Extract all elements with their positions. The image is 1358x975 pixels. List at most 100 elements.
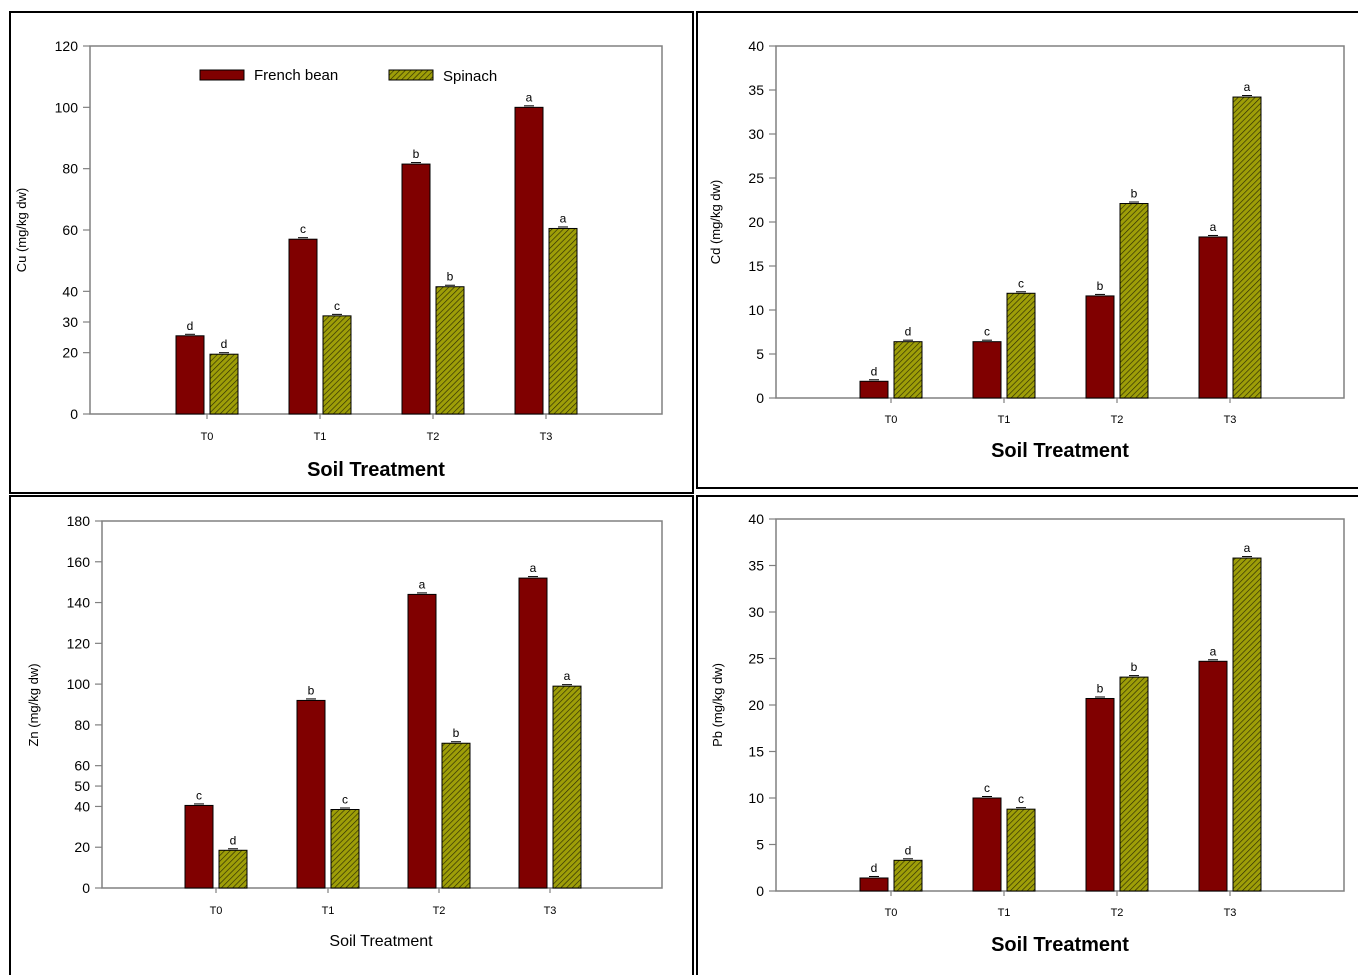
y-tick-label: 30 bbox=[748, 604, 764, 620]
significance-label: c bbox=[984, 325, 990, 339]
x-tick-label: T1 bbox=[314, 431, 327, 443]
y-tick-label: 10 bbox=[748, 790, 764, 806]
y-tick-label: 35 bbox=[748, 82, 764, 98]
bar-spinach bbox=[1232, 96, 1262, 399]
x-tick-label: T2 bbox=[1111, 907, 1124, 919]
y-axis-label: Pb (mg/kg dw) bbox=[710, 663, 725, 747]
significance-label: a bbox=[560, 211, 567, 225]
y-tick-label: 10 bbox=[748, 302, 764, 318]
chart-cu: Cu (mg/kg dw) Soil Treatment 0 20 30 40 60 80… bbox=[14, 38, 663, 481]
x-tick-label: T0 bbox=[210, 905, 223, 917]
bar-french-bean bbox=[859, 380, 889, 399]
significance-label: a bbox=[1244, 80, 1251, 94]
significance-label: b bbox=[1131, 187, 1138, 201]
y-tick-label: 40 bbox=[748, 511, 764, 527]
significance-label: a bbox=[1210, 644, 1217, 658]
significance-label: d bbox=[905, 325, 912, 339]
y-tick-label: 120 bbox=[67, 635, 91, 651]
chart-zn: Zn (mg/kg dw) Soil Treatment 0 20 40 50 60 80… bbox=[26, 513, 663, 950]
significance-label: c bbox=[984, 781, 990, 795]
bar-french-bean bbox=[514, 106, 544, 415]
y-tick-label: 80 bbox=[62, 161, 78, 177]
y-tick-label: 35 bbox=[748, 558, 764, 574]
y-tick-label: 15 bbox=[748, 744, 764, 760]
bar-french-bean bbox=[407, 593, 437, 889]
x-axis-label: Soil Treatment bbox=[991, 934, 1129, 956]
significance-label: b bbox=[453, 726, 460, 740]
y-axis-label: Zn (mg/kg dw) bbox=[26, 663, 41, 746]
y-tick-label: 20 bbox=[748, 214, 764, 230]
y-tick-label: 20 bbox=[62, 345, 78, 361]
significance-label: a bbox=[419, 577, 426, 591]
x-tick-label: T0 bbox=[885, 907, 898, 919]
x-tick-label: T1 bbox=[322, 905, 335, 917]
significance-label: c bbox=[342, 793, 348, 807]
legend-label-spinach: Spinach bbox=[443, 68, 497, 85]
bar-french-bean bbox=[859, 877, 889, 892]
significance-label: b bbox=[447, 270, 454, 284]
y-tick-label: 30 bbox=[748, 126, 764, 142]
y-tick-label: 5 bbox=[756, 837, 764, 853]
significance-label: d bbox=[871, 861, 878, 875]
legend-swatch-spinach bbox=[388, 69, 434, 81]
bar-french-bean bbox=[1198, 236, 1228, 399]
significance-label: a bbox=[564, 669, 571, 683]
bar-spinach bbox=[548, 227, 578, 415]
significance-label: c bbox=[1018, 792, 1024, 806]
significance-label: b bbox=[1097, 681, 1104, 695]
y-tick-label: 80 bbox=[74, 717, 90, 733]
y-tick-label: 50 bbox=[74, 778, 90, 794]
x-tick-label: T3 bbox=[1224, 414, 1237, 426]
x-tick-label: T2 bbox=[433, 905, 446, 917]
bar-french-bean bbox=[175, 335, 205, 415]
y-tick-label: 40 bbox=[74, 798, 90, 814]
y-tick-label: 180 bbox=[67, 513, 91, 529]
bar-french-bean bbox=[972, 341, 1002, 399]
plot-area bbox=[101, 520, 663, 889]
y-tick-label: 100 bbox=[67, 676, 91, 692]
y-tick-label: 40 bbox=[748, 38, 764, 54]
legend-label-french-bean: French bean bbox=[254, 67, 338, 84]
bar-french-bean bbox=[1085, 697, 1115, 892]
bar-spinach bbox=[322, 315, 352, 415]
significance-label: a bbox=[1210, 220, 1217, 234]
significance-label: d bbox=[871, 364, 878, 378]
bar-french-bean bbox=[1085, 295, 1115, 399]
y-tick-label: 25 bbox=[748, 651, 764, 667]
y-tick-label: 15 bbox=[748, 258, 764, 274]
x-tick-label: T1 bbox=[998, 414, 1011, 426]
bar-spinach bbox=[218, 849, 248, 889]
significance-label: a bbox=[526, 90, 533, 104]
significance-label: d bbox=[905, 843, 912, 857]
x-tick-label: T1 bbox=[998, 907, 1011, 919]
y-tick-label: 0 bbox=[756, 390, 764, 406]
y-tick-label: 20 bbox=[74, 839, 90, 855]
significance-label: b bbox=[1131, 660, 1138, 674]
panel-frame-zn bbox=[9, 495, 694, 975]
significance-label: a bbox=[530, 561, 537, 575]
bar-spinach bbox=[552, 685, 582, 889]
significance-label: c bbox=[196, 788, 202, 802]
bar-spinach bbox=[1006, 292, 1036, 399]
significance-label: d bbox=[230, 833, 237, 847]
y-tick-label: 30 bbox=[62, 314, 78, 330]
x-tick-label: T3 bbox=[540, 431, 553, 443]
y-axis-label: Cu (mg/kg dw) bbox=[14, 188, 29, 273]
significance-label: c bbox=[334, 299, 340, 313]
chart-pb: Pb (mg/kg dw) Soil Treatment 0 5 10 15 20 25 3… bbox=[710, 511, 1345, 956]
chart-cd: Cd (mg/kg dw) Soil Treatment 0 5 10 15 20 25 3… bbox=[708, 38, 1345, 462]
significance-label: d bbox=[187, 319, 194, 333]
bar-french-bean bbox=[518, 577, 548, 889]
x-axis-label: Soil Treatment bbox=[307, 459, 445, 481]
significance-label: d bbox=[221, 337, 228, 351]
significance-label: a bbox=[1244, 541, 1251, 555]
panel-frame-cu bbox=[9, 11, 694, 494]
panel-frame-pb bbox=[696, 495, 1358, 975]
x-tick-label: T0 bbox=[885, 414, 898, 426]
x-axis-label: Soil Treatment bbox=[991, 440, 1129, 462]
x-tick-label: T3 bbox=[1224, 907, 1237, 919]
x-axis-label: Soil Treatment bbox=[329, 933, 433, 950]
y-tick-label: 100 bbox=[55, 99, 79, 115]
significance-label: b bbox=[413, 147, 420, 161]
